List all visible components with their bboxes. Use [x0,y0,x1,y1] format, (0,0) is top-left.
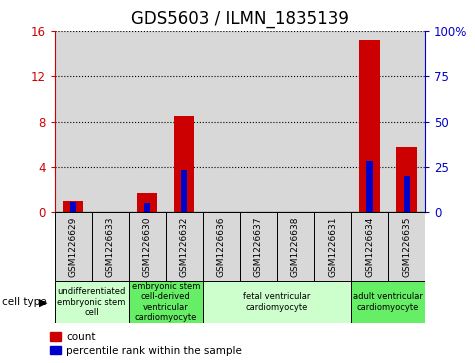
Bar [129,31,166,212]
Bar [203,281,351,323]
Bar [351,212,388,281]
Text: GSM1226634: GSM1226634 [365,217,374,277]
Bar [203,212,240,281]
Bar [166,212,203,281]
Text: GSM1226636: GSM1226636 [217,217,226,277]
Text: cell type: cell type [2,297,47,307]
Bar [314,31,351,212]
Text: GSM1226629: GSM1226629 [69,217,77,277]
Bar [240,212,277,281]
Bar [314,212,351,281]
Bar [55,281,129,323]
Bar [129,212,166,281]
Text: GSM1226635: GSM1226635 [402,217,411,277]
Bar [55,212,92,281]
Bar [277,212,314,281]
Legend: count, percentile rank within the sample: count, percentile rank within the sample [50,332,242,355]
Bar [70,203,76,212]
Bar [351,31,388,212]
Bar [92,212,129,281]
Text: undifferentiated
embryonic stem
cell: undifferentiated embryonic stem cell [57,287,126,317]
Bar [388,212,425,281]
Bar [92,31,129,212]
Bar [240,31,277,212]
Bar [174,116,194,212]
Text: GSM1226632: GSM1226632 [180,217,189,277]
Text: embryonic stem
cell-derived
ventricular
cardiomyocyte: embryonic stem cell-derived ventricular … [132,282,200,322]
Bar [351,281,425,323]
Text: adult ventricular
cardiomyocyte: adult ventricular cardiomyocyte [353,293,423,312]
Text: fetal ventricular
cardiomyocyte: fetal ventricular cardiomyocyte [243,293,311,312]
Bar [55,31,92,212]
Text: GSM1226631: GSM1226631 [328,217,337,277]
Bar [129,281,203,323]
Bar [137,193,157,212]
Text: GSM1226638: GSM1226638 [291,217,300,277]
Title: GDS5603 / ILMN_1835139: GDS5603 / ILMN_1835139 [131,10,349,28]
Bar [397,147,417,212]
Bar [277,31,314,212]
Text: GSM1226633: GSM1226633 [106,217,114,277]
Text: GSM1226637: GSM1226637 [254,217,263,277]
Bar [367,160,372,212]
Bar [203,31,240,212]
Bar [181,170,187,212]
Bar [63,201,83,212]
Bar [388,31,425,212]
Bar [404,176,409,212]
Text: ▶: ▶ [39,297,48,307]
Bar [360,40,380,212]
Bar [144,203,150,212]
Bar [166,31,203,212]
Text: GSM1226630: GSM1226630 [143,217,152,277]
